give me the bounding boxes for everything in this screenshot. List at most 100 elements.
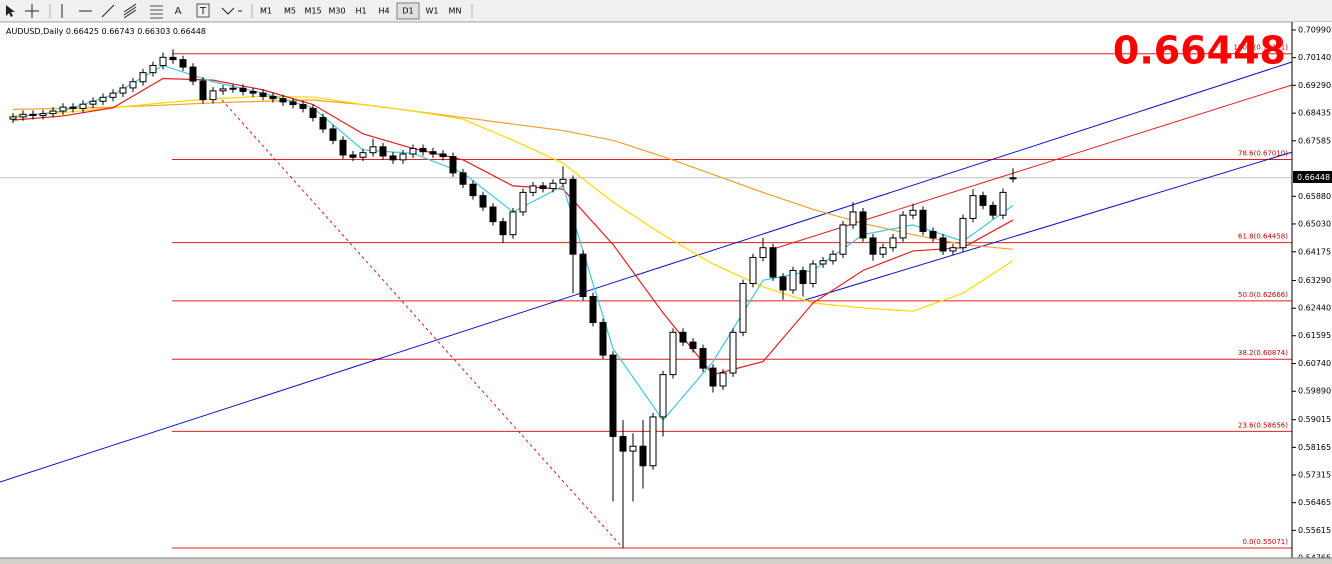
candle-body [69,106,77,109]
trendline-tool[interactable] [101,4,115,18]
fib-level-label: 0.0(0.55071) [1242,538,1288,546]
y-tick-label: 0.70990 [1298,26,1331,35]
candle-body [579,253,587,298]
fib-level-label: 50.0(0.62666) [1238,291,1288,299]
candle-body [239,87,247,93]
y-tick-label: 0.56465 [1298,498,1331,507]
y-tick-label: 0.67585 [1298,136,1331,145]
candle-body [799,269,807,285]
fib-base-line [221,99,623,548]
period-button[interactable]: W1 [426,7,439,16]
candle-body [89,100,97,105]
period-button[interactable]: H4 [378,7,389,16]
tool-icon[interactable]: T [199,6,207,17]
candle-body [509,211,517,236]
candle-body [379,146,387,157]
fib-level-label: 38.2(0.60874) [1238,349,1288,357]
candle-body [209,90,217,101]
candle-body [29,113,37,117]
candle-body [809,263,817,285]
period-button[interactable]: H1 [355,7,366,16]
tool-icon[interactable]: A [175,6,182,17]
candle-body [589,296,597,324]
candle-body [219,88,227,92]
y-tick-label: 0.59890 [1298,387,1331,396]
candle-body [859,211,867,239]
big-price: 0.66448 [1113,29,1286,73]
period-button[interactable]: M1 [260,7,272,16]
period-button[interactable]: M30 [328,7,345,16]
y-tick-label: 0.64175 [1298,247,1331,256]
candle-body [349,154,357,158]
drawings [0,61,1332,548]
candle-body [569,178,577,255]
period-button[interactable]: D1 [402,7,413,16]
candle-body [189,66,197,82]
header-close: 0.66448 [173,27,206,36]
fib-level-label: 100.0(0.70261) [1234,44,1289,52]
candle-body [609,354,617,437]
text-label-box [196,3,210,18]
cursor-tool[interactable] [6,5,15,17]
trend-line [769,84,1293,251]
candle-body [819,260,827,265]
candle-body [959,217,967,249]
period-button[interactable]: M5 [284,7,296,16]
fib-level-label: 78.6(0.67010) [1238,150,1288,158]
candles [9,49,1017,549]
candle-body [949,247,957,252]
candle-body [229,87,237,90]
y-tick-label: 0.57315 [1298,471,1331,480]
fibonacci-tool[interactable] [150,5,163,19]
y-tick-label: 0.58165 [1298,443,1331,452]
candle-body [389,155,397,161]
trend-line [0,61,1293,483]
period-button[interactable]: MN [449,7,462,16]
candle-body [939,237,947,252]
candle-body [1009,177,1017,180]
candle-body [919,209,927,232]
chart-header: AUDUSD,Daily 0.66425 0.66743 0.66303 0.6… [6,27,206,36]
candle-body [729,331,737,374]
candle-body [399,153,407,161]
candle-body [759,247,767,258]
channel-tool[interactable] [123,3,137,19]
channel-line [804,139,1332,301]
candle-body [309,107,317,119]
fibonacci-levels: 100.0(0.70261) 78.6(0.67010) 61.8(0.64458)… [172,44,1292,549]
arrows-tool[interactable] [221,7,242,15]
candle-body [669,331,677,376]
candle-body [119,87,127,94]
axis-bg [1292,22,1332,558]
y-tick-label: 0.68435 [1298,109,1331,118]
header-high: 0.66743 [102,27,135,36]
candle-body [179,59,187,68]
y-tick-label: 0.65880 [1298,192,1331,201]
candle-body [619,435,627,452]
candle-body [499,221,507,236]
candle-body [439,153,447,158]
candle-body [659,374,667,418]
candle-body [159,56,167,66]
crosshair-tool[interactable] [25,4,39,18]
candle-body [749,256,757,285]
candle-body [409,147,417,155]
period-button-active[interactable] [396,2,420,20]
toolbar-bg [0,0,1332,22]
candle-body [299,104,307,109]
candle-body [459,172,467,185]
candle-body [169,56,177,61]
candle-body [529,185,537,193]
period-button[interactable]: M15 [304,7,321,16]
candle-body [999,191,1007,216]
candle-body [909,209,917,216]
candle-body [419,147,427,153]
candle-body [599,322,607,356]
candle-body [79,103,87,109]
candle-body [489,206,497,223]
candle-body [699,348,707,369]
candle-body [139,72,147,83]
